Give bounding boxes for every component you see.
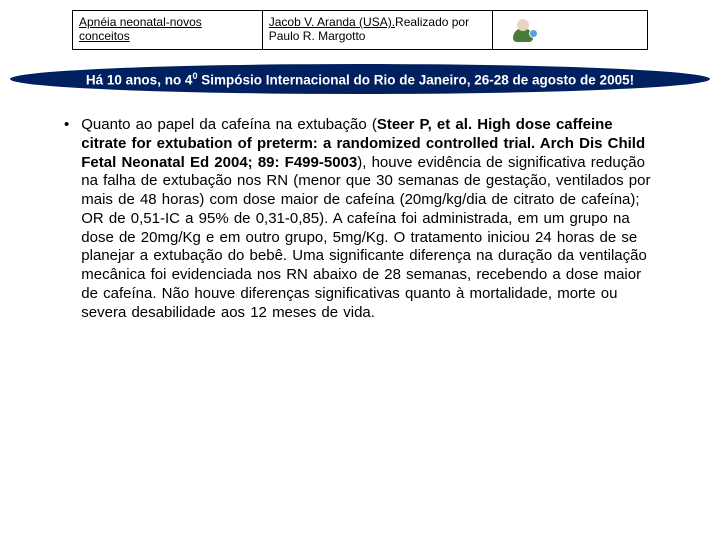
bullet-lead: Quanto ao papel da cafeína na extubação … [81, 116, 377, 133]
avatar-icon [507, 17, 541, 45]
header-table: Apnéia neonatal-novos conceitos Jacob V.… [72, 10, 648, 50]
bullet-tail: ), houve evidência de significativa redu… [81, 154, 650, 321]
cell-avatar [492, 11, 647, 50]
topic-link[interactable]: Apnéia neonatal-novos conceitos [79, 15, 202, 43]
table-row: Apnéia neonatal-novos conceitos Jacob V.… [73, 11, 648, 50]
bullet-item: • Quanto ao papel da cafeína na extubaçã… [58, 116, 662, 322]
banner-pre: Há 10 anos, no 4 [86, 72, 193, 87]
cell-author: Jacob V. Aranda (USA).Realizado por Paul… [262, 11, 492, 50]
event-banner: Há 10 anos, no 40 Simpósio Internacional… [10, 64, 710, 94]
banner-text: Há 10 anos, no 40 Simpósio Internacional… [86, 71, 634, 88]
bullet-marker: • [64, 116, 69, 135]
bullet-text: Quanto ao papel da cafeína na extubação … [81, 116, 662, 322]
cell-topic: Apnéia neonatal-novos conceitos [73, 11, 263, 50]
author-link[interactable]: Jacob V. Aranda (USA). [269, 15, 395, 29]
banner-post: Simpósio Internacional do Rio de Janeiro… [197, 72, 634, 87]
banner-container: Há 10 anos, no 40 Simpósio Internacional… [0, 64, 720, 94]
content-area: • Quanto ao papel da cafeína na extubaçã… [58, 116, 662, 322]
